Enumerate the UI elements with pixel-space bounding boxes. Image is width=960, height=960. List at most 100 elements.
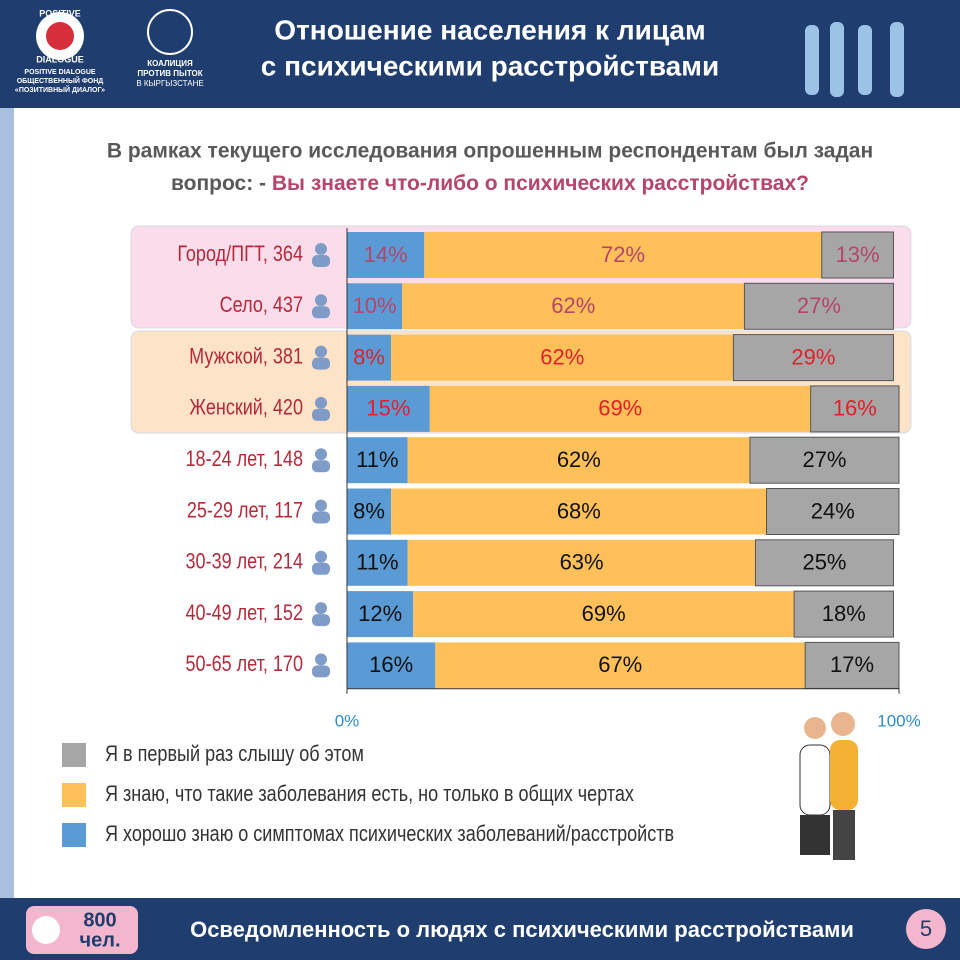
value-label: 10% — [353, 293, 397, 318]
bar-segment — [347, 488, 392, 535]
category-label: 18-24 лет, 148 — [186, 447, 303, 471]
bar-segment — [743, 282, 894, 330]
logo-text: DIALOGUE — [36, 54, 84, 64]
logo-text: POSITIVE — [39, 8, 81, 18]
bar-segment — [347, 334, 392, 381]
bar-segment — [391, 334, 734, 381]
logo-text: В КЫРГЫЗСТАНЕ — [136, 79, 203, 88]
page-number: 5 — [920, 916, 932, 941]
value-label: 27% — [802, 447, 846, 472]
bar-segment — [766, 488, 900, 535]
value-label: 8% — [353, 344, 385, 369]
legend-label: Я хорошо знаю о симптомах психических за… — [105, 822, 674, 846]
bar-segment — [347, 232, 425, 278]
bar-segment — [793, 590, 894, 638]
bar-segment — [754, 539, 894, 587]
bar-segment — [347, 437, 408, 484]
bar-segment — [413, 591, 795, 638]
bar-segment — [424, 232, 822, 278]
value-label: 8% — [353, 498, 385, 523]
count: 800 — [83, 909, 116, 931]
category-label: 30-39 лет, 214 — [186, 550, 303, 574]
value-label: 68% — [557, 498, 601, 523]
footer-band — [0, 898, 960, 960]
person-icon — [312, 614, 330, 627]
x-tick-label: 100% — [877, 711, 920, 730]
person-icon — [312, 255, 330, 267]
bar-segment — [407, 539, 756, 586]
category-label: Село, 437 — [220, 294, 303, 318]
bar-segment — [749, 436, 900, 484]
value-label: 12% — [358, 601, 402, 626]
person-icon — [312, 460, 330, 473]
people-illustration — [805, 22, 904, 97]
category-label: 40-49 лет, 152 — [186, 601, 303, 625]
logo-text: ОБЩЕСТВЕННЫЙ ФОНД — [17, 76, 104, 85]
value-label: 29% — [791, 344, 835, 369]
couple-illustration — [799, 712, 858, 860]
person-icon — [312, 511, 330, 524]
person-icon — [315, 448, 327, 461]
person-icon — [315, 499, 327, 512]
category-label: 50-65 лет, 170 — [186, 653, 303, 677]
value-label: 14% — [364, 242, 408, 267]
footer-text: Осведомленность о людях с психическими р… — [190, 917, 854, 942]
value-label: 63% — [560, 550, 604, 575]
value-label: 62% — [557, 447, 601, 472]
value-label: 16% — [833, 396, 877, 421]
bar-segment — [347, 591, 414, 638]
legend-swatch — [62, 743, 86, 767]
value-label: 16% — [369, 652, 413, 677]
value-label: 11% — [356, 447, 398, 472]
value-label: 72% — [601, 242, 645, 267]
value-label: 67% — [598, 652, 642, 677]
question: вопрос: - Вы знаете что-либо о психическ… — [171, 172, 809, 195]
bar-segment — [407, 437, 750, 484]
value-label: 24% — [811, 498, 855, 523]
logo-text: КОАЛИЦИЯ — [147, 59, 193, 68]
bar-segment — [347, 539, 408, 586]
legend-label: Я в первый раз слышу об этом — [105, 742, 364, 766]
bar-segment — [821, 231, 894, 279]
legend-swatch — [62, 783, 86, 807]
count: чел. — [80, 929, 121, 951]
logo1-mark-inner — [46, 22, 74, 50]
person-icon — [312, 306, 330, 319]
bar-segment — [347, 642, 436, 689]
person-icon — [315, 345, 327, 358]
bar-segment — [391, 488, 767, 535]
person-icon — [312, 562, 330, 575]
value-label: 69% — [582, 601, 626, 626]
header-band — [0, 0, 960, 108]
person-icon — [312, 357, 330, 370]
value-label: 15% — [366, 396, 410, 421]
bar-segment — [435, 642, 806, 689]
bar-segment — [810, 385, 900, 433]
logo-text: «ПОЗИТИВНЫЙ ДИАЛОГ» — [15, 85, 105, 94]
bar-segment — [347, 385, 430, 432]
title: Отношение населения к лицам — [274, 14, 705, 45]
value-label: 17% — [830, 652, 874, 677]
person-icon — [315, 243, 327, 255]
bar-segment — [804, 641, 900, 689]
question: вопрос: - — [171, 172, 272, 195]
category-label: Мужской, 381 — [189, 345, 303, 369]
question: В рамках текущего исследования опрошенны… — [107, 140, 873, 163]
bar-segment — [347, 283, 403, 330]
bar-segment — [732, 334, 894, 382]
page-badge — [906, 909, 946, 949]
legend-swatch — [62, 823, 86, 847]
person-icon — [312, 665, 330, 678]
bar-segment — [429, 385, 811, 432]
value-label: 18% — [822, 601, 866, 626]
person-icon — [315, 550, 327, 563]
person-icon — [315, 294, 327, 307]
value-label: 62% — [551, 293, 595, 318]
question-highlight: Вы знаете что-либо о психических расстро… — [272, 172, 809, 195]
value-label: 13% — [836, 242, 880, 267]
value-label: 27% — [797, 293, 841, 318]
person-icon — [312, 408, 330, 421]
logo-text: POSITIVE DIALOGUE — [24, 69, 96, 76]
category-label: Город/ПГТ, 364 — [177, 242, 303, 266]
